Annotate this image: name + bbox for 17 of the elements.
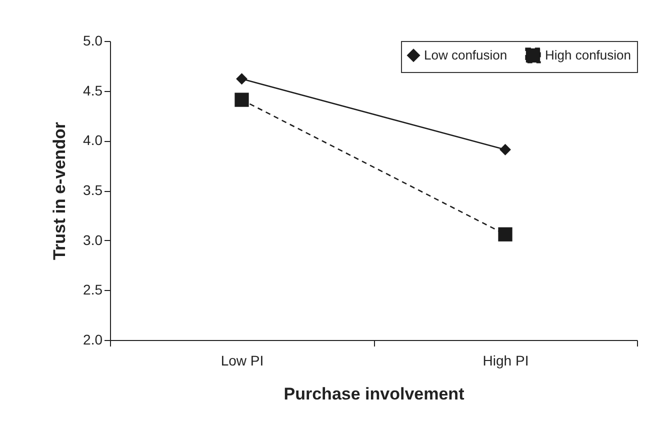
y-tick-label: 2.0 (83, 332, 103, 348)
point (500, 144, 511, 156)
y-tick-label: 3.5 (83, 182, 103, 198)
y-tick-label: 3.0 (83, 232, 103, 248)
y-tick-label: 2.5 (83, 282, 103, 298)
y-tick-label: 5.0 (83, 32, 103, 48)
y-axis-title: Trust in e-vendor (50, 122, 70, 260)
legend-label: High confusion (545, 47, 631, 62)
x-tick-label: Low PI (220, 352, 264, 368)
y-tick-label: 4.5 (83, 82, 103, 98)
point (234, 92, 249, 107)
x-axis-title: Purchase involvement (284, 384, 465, 404)
point (498, 227, 512, 242)
x-tick-label: High PI (482, 352, 529, 368)
y-tick-label: 4.0 (83, 132, 103, 148)
point (236, 73, 248, 85)
legend-label: Low confusion (424, 47, 508, 62)
